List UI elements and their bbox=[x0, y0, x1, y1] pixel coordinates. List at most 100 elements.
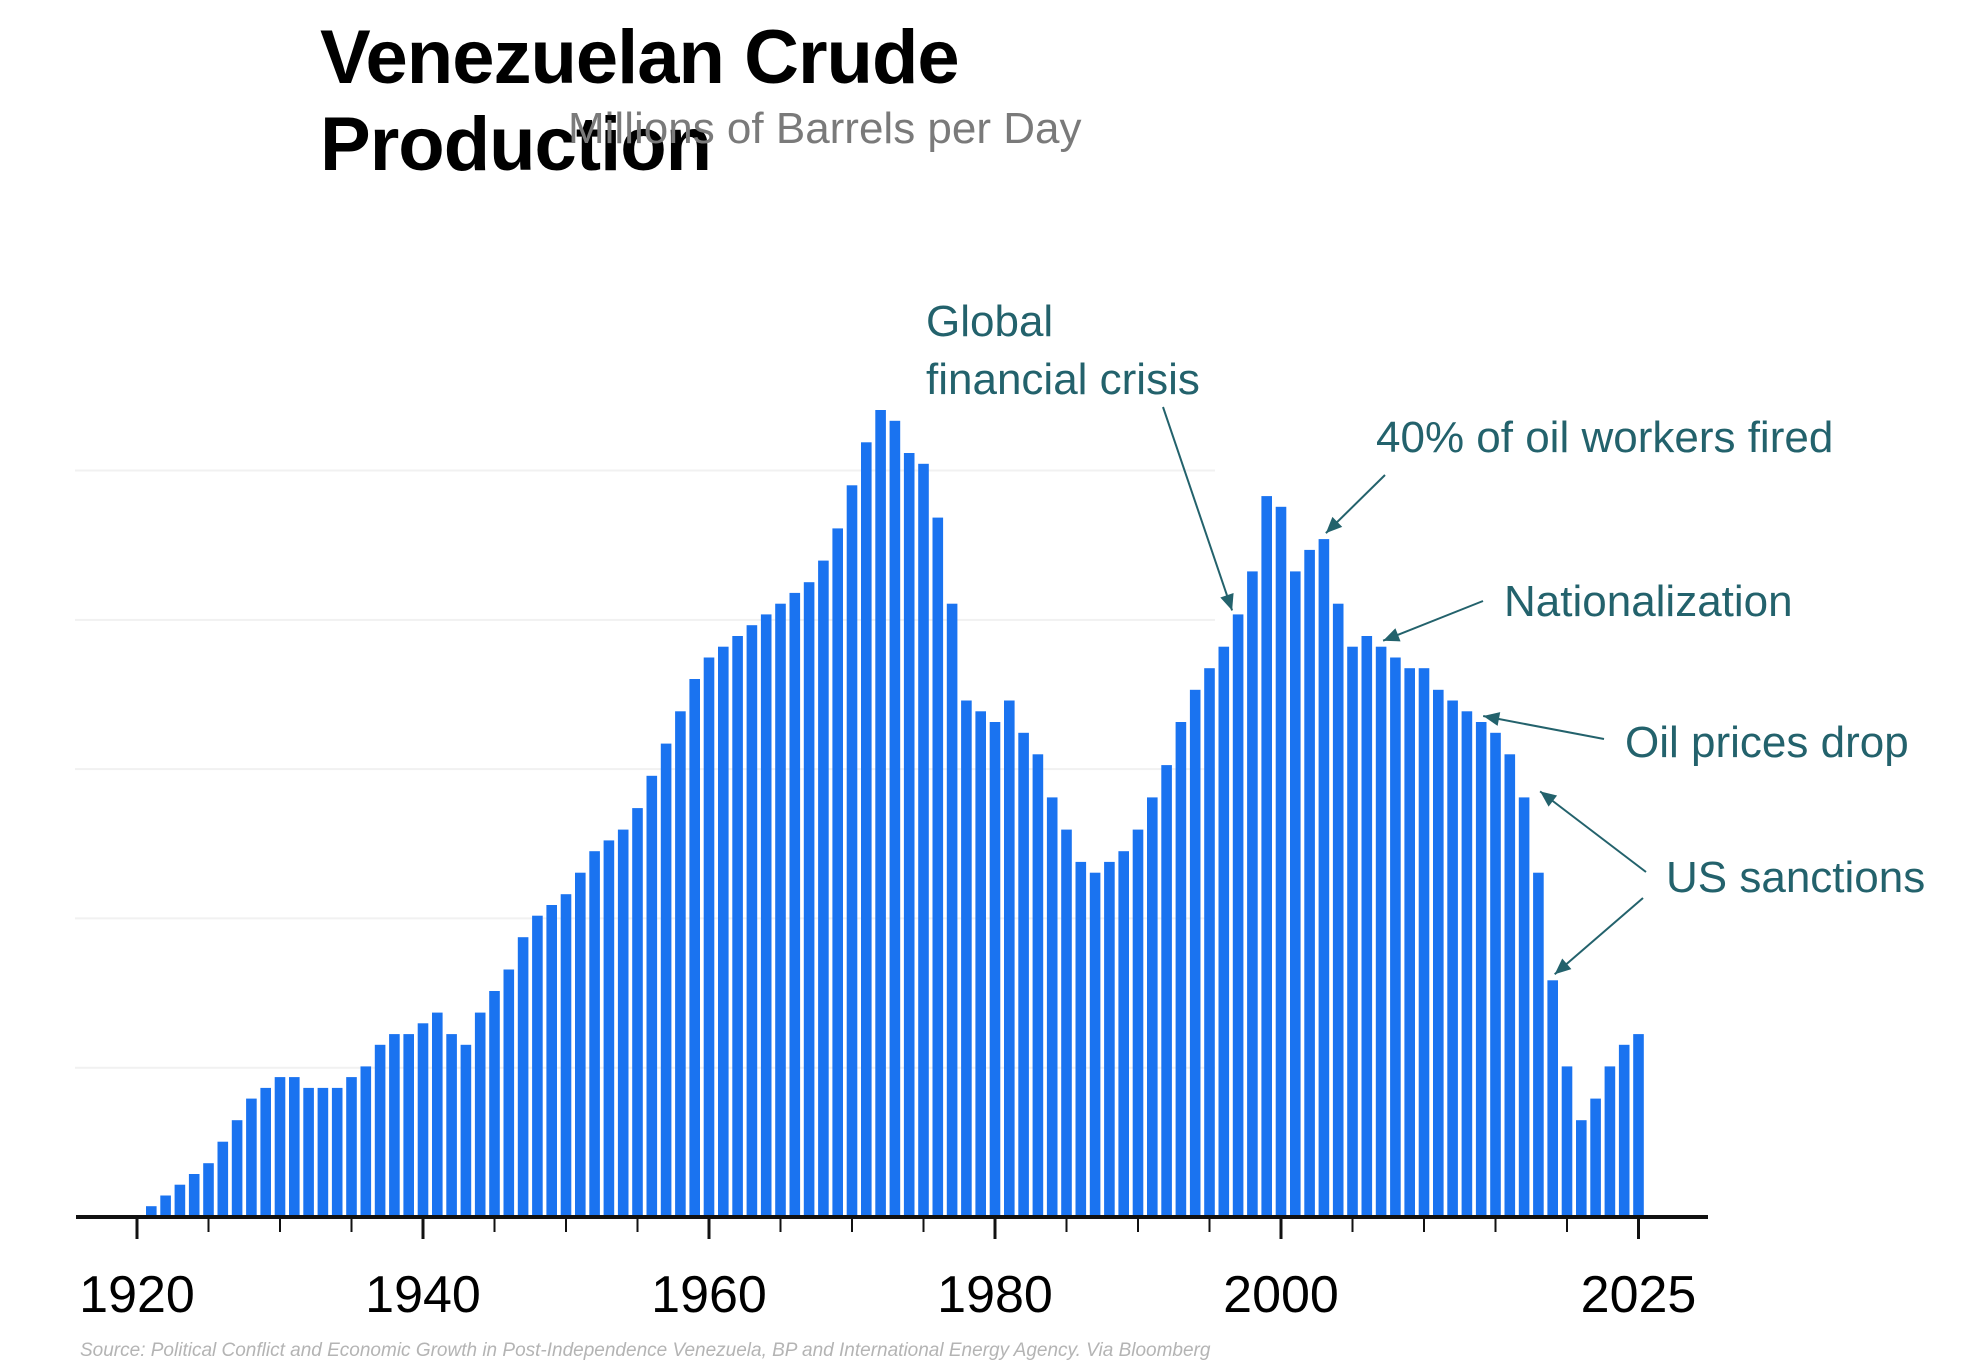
annotation-arrow-head bbox=[1540, 791, 1558, 807]
bar bbox=[889, 420, 901, 1217]
bar bbox=[1418, 668, 1430, 1217]
bar bbox=[1604, 1066, 1616, 1217]
x-tick-label: 2000 bbox=[1223, 1266, 1339, 1324]
chart-subtitle: Millions of Barrels per Day bbox=[568, 104, 1082, 153]
bar bbox=[1404, 668, 1415, 1217]
bar bbox=[374, 1044, 386, 1217]
bar bbox=[903, 453, 915, 1217]
bar bbox=[160, 1195, 171, 1217]
x-tick-label: 1940 bbox=[365, 1266, 481, 1324]
bar bbox=[1061, 829, 1072, 1217]
bar bbox=[918, 463, 929, 1217]
annotation-oil-prices-drop: Oil prices drop bbox=[1625, 718, 1909, 767]
bar bbox=[1104, 861, 1115, 1217]
bars-group bbox=[146, 410, 1644, 1218]
bar bbox=[1490, 732, 1501, 1217]
annotation-financial-crisis: Global bbox=[926, 297, 1053, 346]
x-tick-label: 1980 bbox=[937, 1266, 1053, 1324]
bar bbox=[188, 1174, 200, 1217]
bar bbox=[1618, 1044, 1630, 1217]
bar bbox=[1046, 797, 1058, 1217]
annotation-arrow-head bbox=[1325, 516, 1343, 534]
source-note: Source: Political Conflict and Economic … bbox=[80, 1340, 1211, 1361]
bar bbox=[403, 1034, 414, 1217]
bar bbox=[1118, 851, 1129, 1217]
bar bbox=[417, 1023, 429, 1217]
bar bbox=[346, 1077, 357, 1217]
bar bbox=[1633, 1034, 1644, 1217]
grid-lines bbox=[75, 469, 1215, 1069]
bar bbox=[975, 711, 986, 1217]
bar bbox=[1318, 539, 1330, 1217]
bar bbox=[946, 603, 958, 1217]
bar bbox=[1218, 646, 1230, 1217]
bar bbox=[803, 582, 815, 1217]
bar bbox=[532, 915, 543, 1217]
bar bbox=[274, 1077, 286, 1217]
bar bbox=[489, 991, 500, 1217]
bar bbox=[1075, 861, 1087, 1217]
bar bbox=[1018, 732, 1029, 1217]
annotations-group: Global financial crisis 40% of oil worke… bbox=[926, 297, 1925, 902]
annotation-arrow-head bbox=[1383, 628, 1401, 642]
annotation-arrow-line bbox=[1483, 715, 1605, 740]
bar bbox=[703, 657, 715, 1217]
bar bbox=[1475, 722, 1487, 1217]
bar bbox=[546, 905, 557, 1217]
annotation-arrows bbox=[1162, 406, 1647, 976]
bar bbox=[260, 1087, 271, 1217]
bar bbox=[1304, 549, 1315, 1217]
bar bbox=[1290, 571, 1301, 1217]
bar bbox=[932, 517, 944, 1217]
annotation-financial-crisis-line2: financial crisis bbox=[926, 355, 1200, 404]
bar bbox=[1147, 797, 1158, 1217]
bar bbox=[746, 625, 758, 1217]
bar bbox=[789, 592, 801, 1217]
bar bbox=[1518, 797, 1530, 1217]
bar bbox=[1561, 1066, 1573, 1217]
bar bbox=[1189, 689, 1201, 1217]
annotation-arrow-line bbox=[1539, 790, 1647, 873]
bar bbox=[1332, 603, 1344, 1217]
bar bbox=[961, 700, 972, 1217]
bar bbox=[289, 1077, 300, 1217]
bar bbox=[517, 937, 529, 1217]
bar bbox=[460, 1044, 472, 1217]
bar bbox=[1232, 614, 1244, 1217]
bar bbox=[1375, 646, 1387, 1217]
bar bbox=[446, 1034, 457, 1217]
bar bbox=[1132, 829, 1144, 1217]
annotation-arrow-head bbox=[1220, 593, 1234, 611]
bar bbox=[861, 442, 872, 1217]
bar bbox=[632, 808, 643, 1217]
bar bbox=[389, 1034, 400, 1217]
bar bbox=[1590, 1098, 1601, 1217]
bar bbox=[1576, 1120, 1587, 1217]
bar bbox=[1390, 657, 1401, 1217]
bar bbox=[1175, 722, 1187, 1217]
annotation-arrow-head bbox=[1483, 712, 1501, 726]
bar bbox=[1032, 754, 1044, 1217]
bar bbox=[303, 1087, 314, 1217]
annotation-arrow-line bbox=[1162, 406, 1234, 611]
bar bbox=[832, 528, 843, 1217]
bar bbox=[775, 603, 786, 1217]
x-tick-label: 1960 bbox=[651, 1266, 767, 1324]
bar bbox=[646, 775, 658, 1217]
bar bbox=[689, 679, 700, 1217]
bar bbox=[1504, 754, 1516, 1217]
bar bbox=[203, 1163, 214, 1217]
bar bbox=[231, 1120, 243, 1217]
bar bbox=[1261, 496, 1272, 1218]
annotation-us-sanctions: US sanctions bbox=[1666, 853, 1925, 902]
bar bbox=[246, 1098, 257, 1217]
bar bbox=[1204, 668, 1215, 1217]
bar bbox=[603, 840, 615, 1217]
bar bbox=[1161, 765, 1172, 1217]
bar bbox=[1533, 872, 1544, 1217]
bar bbox=[1247, 571, 1258, 1217]
bar bbox=[317, 1087, 329, 1217]
bar bbox=[875, 410, 886, 1217]
bar bbox=[1461, 711, 1473, 1217]
